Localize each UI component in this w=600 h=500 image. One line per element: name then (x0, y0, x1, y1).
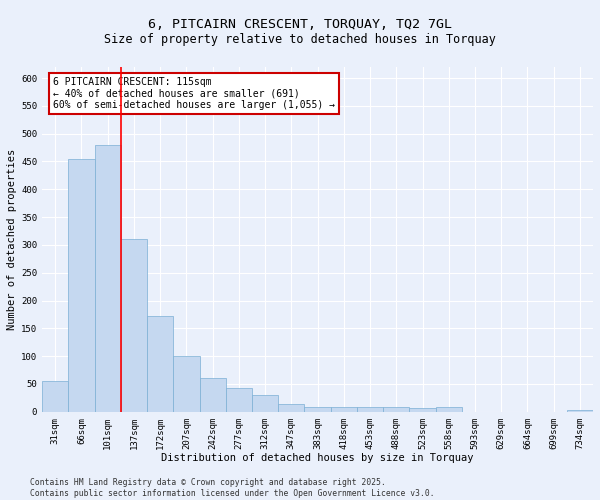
Text: Size of property relative to detached houses in Torquay: Size of property relative to detached ho… (104, 32, 496, 46)
Bar (331, 408, 357, 412)
Text: 6, PITCAIRN CRESCENT, TORQUAY, TQ2 7GL: 6, PITCAIRN CRESCENT, TORQUAY, TQ2 7GL (148, 18, 452, 30)
Bar (226, 388, 252, 412)
X-axis label: Distribution of detached houses by size in Torquay: Distribution of detached houses by size … (161, 453, 474, 463)
Bar (304, 408, 331, 412)
Bar (436, 408, 462, 412)
Bar (173, 356, 200, 412)
Bar (121, 239, 147, 412)
Bar (68, 158, 95, 412)
Bar (200, 378, 226, 412)
Bar (147, 316, 173, 412)
Bar (567, 410, 593, 412)
Bar (278, 404, 304, 412)
Bar (42, 381, 68, 412)
Bar (383, 408, 409, 412)
Bar (252, 395, 278, 412)
Y-axis label: Number of detached properties: Number of detached properties (7, 148, 17, 330)
Text: 6 PITCAIRN CRESCENT: 115sqm
← 40% of detached houses are smaller (691)
60% of se: 6 PITCAIRN CRESCENT: 115sqm ← 40% of det… (53, 78, 335, 110)
Bar (357, 408, 383, 412)
Bar (95, 145, 121, 412)
Bar (409, 408, 436, 412)
Text: Contains HM Land Registry data © Crown copyright and database right 2025.
Contai: Contains HM Land Registry data © Crown c… (30, 478, 434, 498)
